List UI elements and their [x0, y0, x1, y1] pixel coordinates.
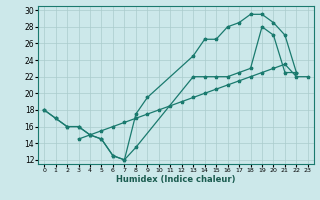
- X-axis label: Humidex (Indice chaleur): Humidex (Indice chaleur): [116, 175, 236, 184]
